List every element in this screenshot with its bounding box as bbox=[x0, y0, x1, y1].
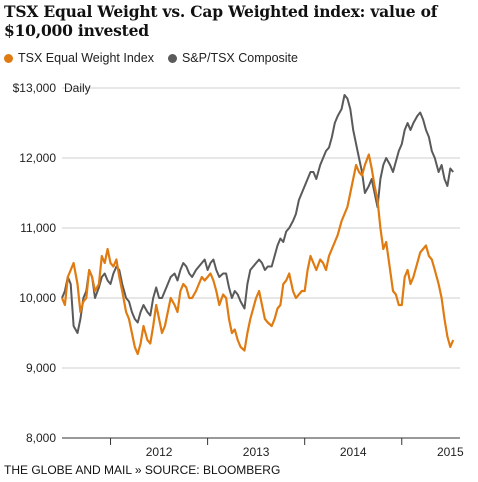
legend-label-composite: S&P/TSX Composite bbox=[181, 51, 298, 65]
legend-item-equal-weight: TSX Equal Weight Index bbox=[4, 51, 154, 65]
y-tick-label: 8,000 bbox=[26, 431, 56, 445]
x-tick-label: 2013 bbox=[243, 445, 270, 459]
x-tick-label: 2014 bbox=[340, 445, 367, 459]
x-axis-ticks: 2012 2013 2014 2015 bbox=[110, 438, 464, 459]
y-tick-label: $13,000 bbox=[13, 81, 57, 95]
source-footer: THE GLOBE AND MAIL » SOURCE: BLOOMBERG bbox=[4, 463, 281, 477]
legend: TSX Equal Weight Index S&P/TSX Composite bbox=[4, 49, 312, 67]
legend-swatch-composite bbox=[167, 53, 177, 63]
legend-swatch-equal-weight bbox=[4, 53, 13, 63]
legend-label-equal-weight: TSX Equal Weight Index bbox=[18, 51, 154, 65]
chart-title: TSX Equal Weight vs. Cap Weighted index:… bbox=[4, 2, 438, 40]
series-line-composite bbox=[61, 94, 454, 334]
gridlines bbox=[62, 87, 460, 369]
y-tick-label: 11,000 bbox=[20, 221, 56, 235]
legend-item-composite: S&P/TSX Composite bbox=[167, 51, 298, 65]
frequency-label: Daily bbox=[64, 81, 91, 95]
y-tick-label: 10,000 bbox=[19, 291, 56, 305]
x-tick-label: 2012 bbox=[146, 445, 173, 459]
y-axis-tick-labels: $13,000 12,000 11,000 10,000 9,000 8,000 bbox=[13, 81, 57, 445]
y-tick-label: 12,000 bbox=[19, 151, 56, 165]
series-line-equal-weight bbox=[60, 153, 455, 356]
x-tick-label: 2015 bbox=[437, 445, 464, 459]
series-lines bbox=[60, 94, 455, 356]
y-tick-label: 9,000 bbox=[26, 361, 56, 375]
